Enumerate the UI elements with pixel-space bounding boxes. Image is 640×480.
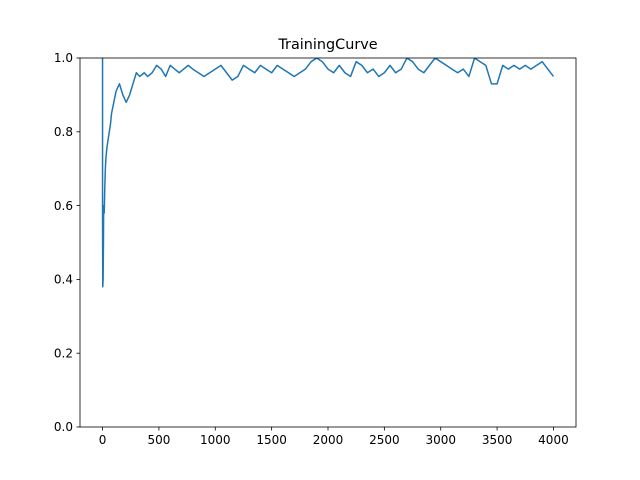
x-tick-label: 3500 [482, 433, 513, 447]
y-tick-label: 0.2 [54, 346, 73, 360]
y-tick-label: 1.0 [54, 51, 73, 65]
x-tick-label: 2000 [313, 433, 344, 447]
axes: 0 500 1000 1500 2000 2500 3000 3500 4000 0.0 0.2 0.… [54, 51, 577, 447]
chart-title: TrainingCurve [277, 37, 377, 53]
x-tick-label: 500 [147, 433, 170, 447]
plot-area [101, 58, 555, 288]
x-tick-label: 0 [99, 433, 107, 447]
y-tick-label: 0.0 [54, 420, 73, 434]
x-tick-label: 1500 [256, 433, 287, 447]
x-tick-label: 3000 [425, 433, 456, 447]
x-tick-label: 4000 [538, 433, 569, 447]
y-tick-label: 0.8 [54, 125, 73, 139]
x-tick-label: 1000 [200, 433, 231, 447]
x-tick-label: 2500 [369, 433, 400, 447]
series-line-0 [101, 58, 555, 288]
y-tick-label: 0.6 [54, 199, 73, 213]
y-tick-label: 0.4 [54, 273, 73, 287]
